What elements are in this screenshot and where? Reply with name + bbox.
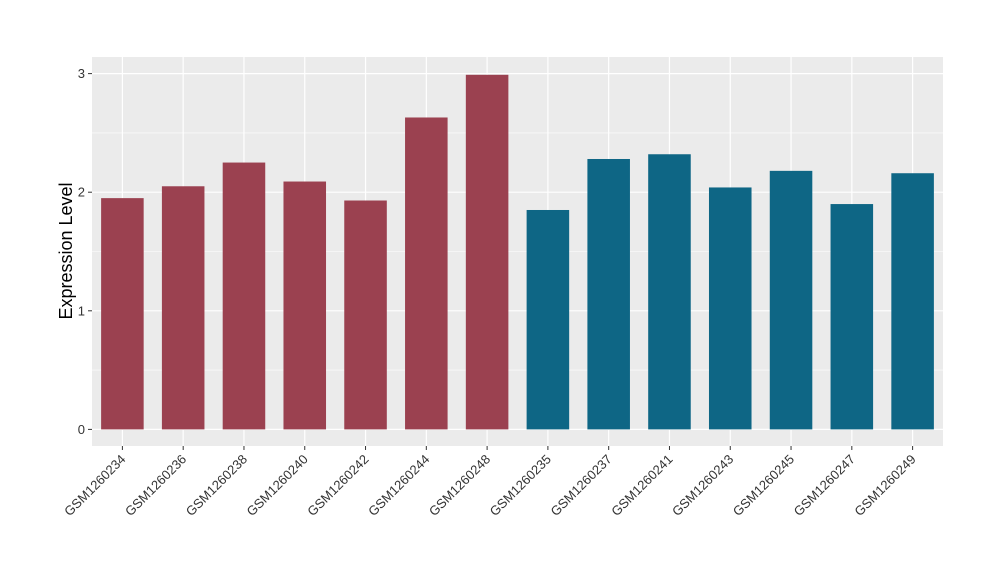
y-tick-label: 2 [78,185,85,200]
y-axis: 0 1 2 3 [78,66,92,437]
x-tick-label: GSM1260238 [183,452,250,519]
bar-GSM1260245 [769,170,813,430]
bar-GSM1260244 [405,117,448,430]
bar-GSM1260237 [587,158,630,430]
x-tick-label: GSM1260242 [304,452,371,519]
y-tick-label: 0 [78,422,85,437]
bars [101,74,934,430]
x-tick-label: GSM1260243 [669,452,736,519]
x-tick-label: GSM1260235 [487,452,554,519]
x-tick-label: GSM1260245 [730,452,797,519]
y-tick-label: 1 [78,303,85,318]
bar-GSM1260234 [101,198,144,430]
bar-GSM1260238 [222,162,266,430]
x-axis: GSM1260234GSM1260236GSM1260238GSM1260240… [61,446,919,519]
x-tick-label: GSM1260241 [608,452,675,519]
x-tick-label: GSM1260236 [122,452,189,519]
x-tick-label: GSM1260244 [365,452,432,519]
x-tick-label: GSM1260248 [426,452,493,519]
y-axis-title: Expression Level [56,182,76,319]
y-tick-label: 3 [78,66,85,81]
bar-GSM1260240 [283,181,327,430]
bar-GSM1260243 [708,187,752,430]
bar-GSM1260241 [648,154,691,430]
x-tick-label: GSM1260249 [851,452,918,519]
x-tick-label: GSM1260237 [547,452,614,519]
x-tick-label: GSM1260247 [791,452,858,519]
bar-GSM1260236 [161,186,205,430]
bar-GSM1260235 [526,209,570,430]
bar-GSM1260249 [891,173,934,430]
bar-GSM1260248 [465,74,509,430]
bar-GSM1260242 [344,200,387,430]
bar-GSM1260247 [830,204,874,430]
x-tick-label: GSM1260240 [244,452,311,519]
x-tick-label: GSM1260234 [61,452,128,519]
